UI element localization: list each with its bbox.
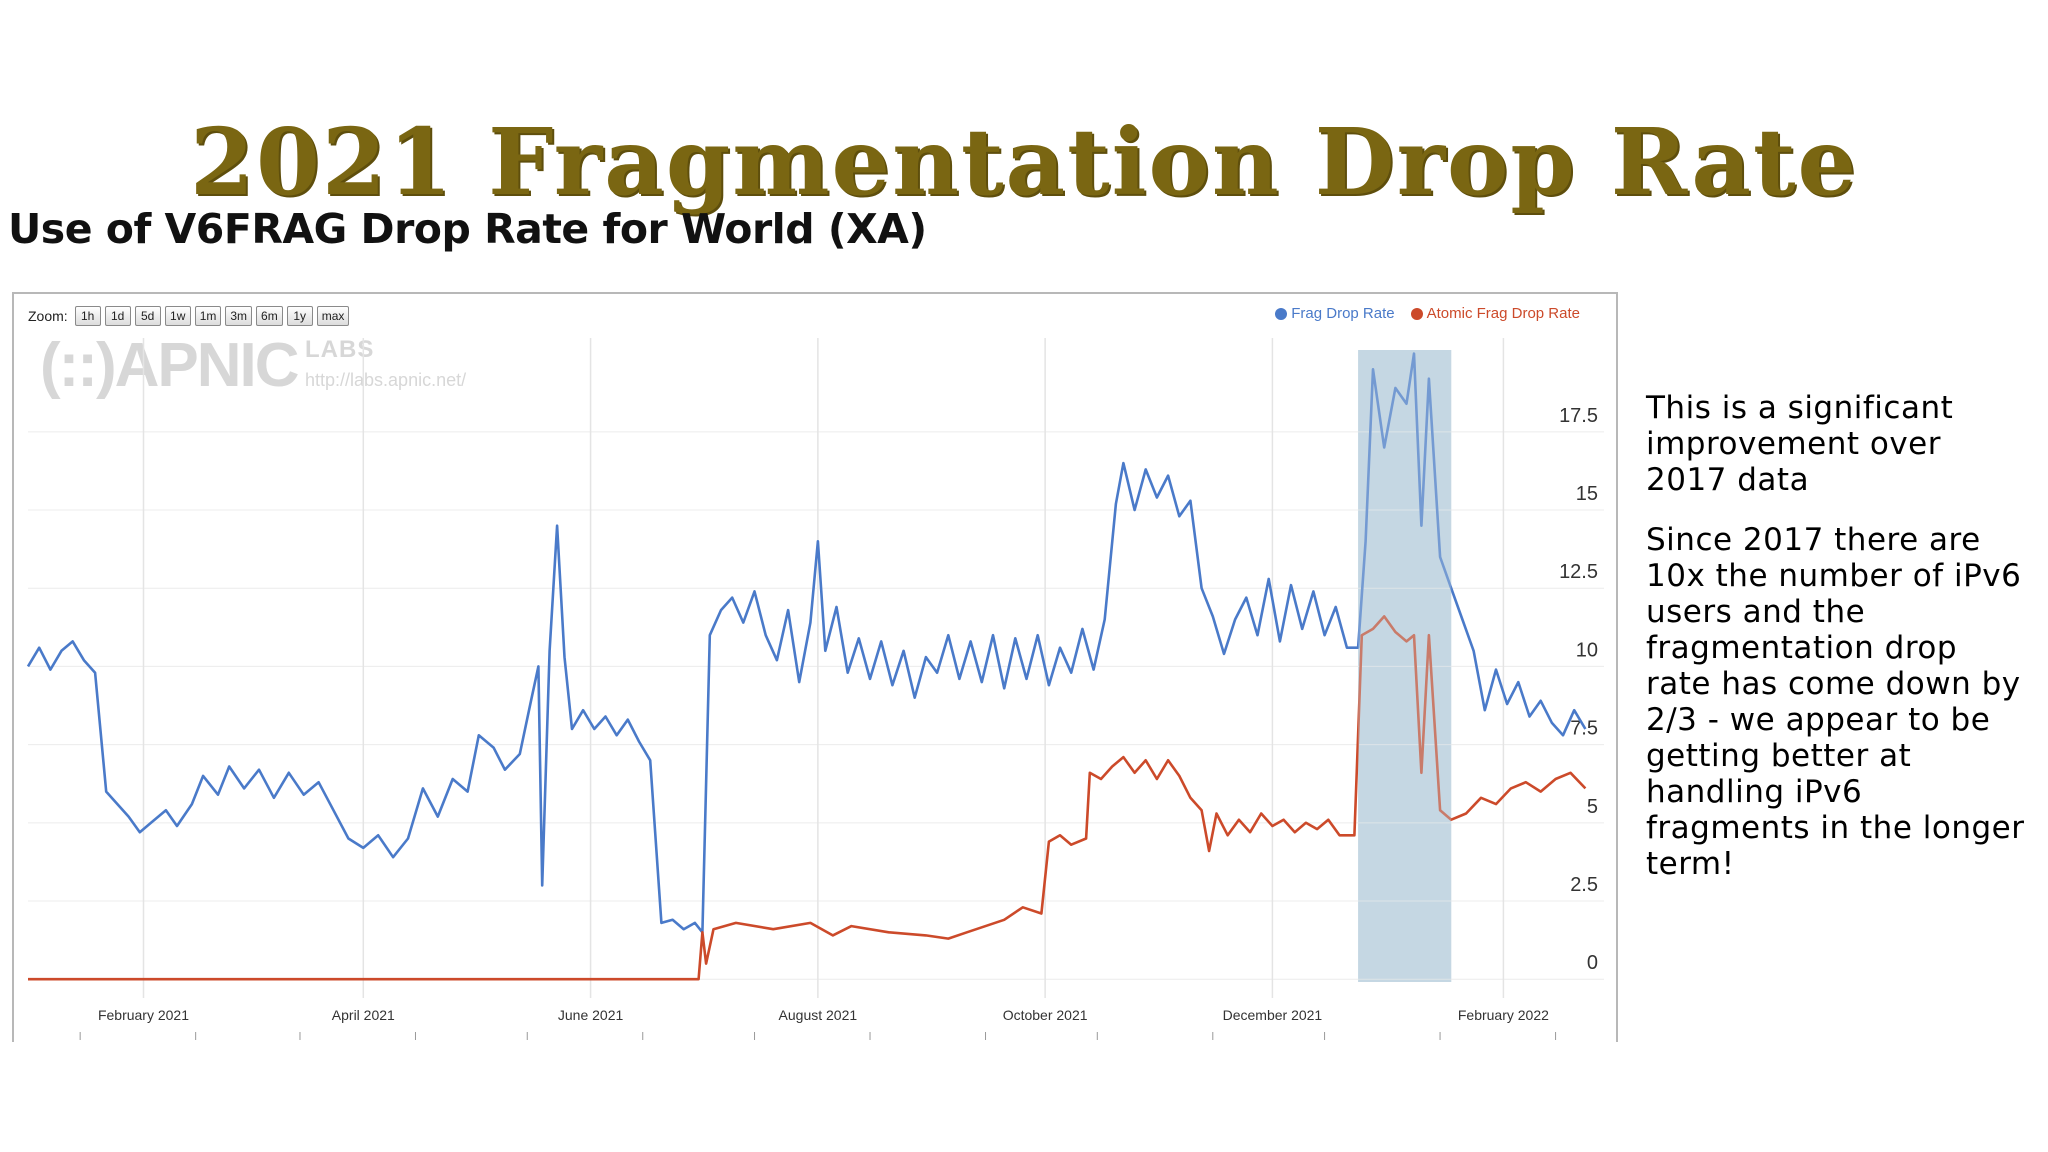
zoom-1h-button[interactable]: 1h	[74, 306, 101, 326]
legend-label: Frag Drop Rate	[1291, 305, 1395, 322]
x-tick-label: August 2021	[779, 1007, 858, 1023]
watermark-labs: LABS	[305, 336, 375, 363]
note-paragraph-2: Since 2017 there are 10x the number of i…	[1646, 522, 2025, 882]
watermark-url: http://labs.apnic.net/	[305, 370, 467, 390]
legend-dot-icon	[1275, 307, 1288, 320]
chart-legend: Frag Drop Rate Atomic Frag Drop Rate	[1275, 305, 1580, 322]
y-tick-label: 5	[1587, 796, 1598, 818]
chart-heading: Use of V6FRAG Drop Rate for World (XA)	[8, 205, 927, 253]
chart-frame	[12, 292, 1618, 1042]
zoom-1d-button[interactable]: 1d	[104, 306, 131, 326]
legend-item-frag[interactable]: Frag Drop Rate	[1275, 305, 1395, 322]
x-tick-label: June 2021	[558, 1007, 624, 1023]
y-tick-label: 10	[1576, 639, 1598, 661]
series-line-frag-drop-rate	[26, 352, 1587, 934]
zoom-bar: Zoom: 1h 1d 5d 1w 1m 3m 6m 1y max	[28, 306, 350, 326]
x-tick-label: December 2021	[1223, 1007, 1323, 1023]
watermark-logo: (::)APNIC	[40, 331, 299, 400]
zoom-max-button[interactable]: max	[316, 306, 350, 326]
x-tick-label: October 2021	[1003, 1007, 1088, 1023]
y-tick-label: 15	[1576, 483, 1598, 505]
series-line-atomic-frag-drop-rate	[28, 615, 1587, 981]
zoom-5d-button[interactable]: 5d	[134, 306, 161, 326]
zoom-1w-button[interactable]: 1w	[164, 306, 191, 326]
y-tick-label: 17.5	[1559, 405, 1598, 427]
legend-label: Atomic Frag Drop Rate	[1426, 305, 1580, 322]
legend-dot-icon	[1410, 307, 1423, 320]
highlight-overlay	[1358, 350, 1452, 982]
x-tick-label: February 2021	[98, 1007, 189, 1023]
note-paragraph-1: This is a significant improvement over 2…	[1646, 390, 1954, 498]
side-note: This is a significant improvement over 2…	[1646, 390, 2026, 906]
zoom-6m-button[interactable]: 6m	[256, 306, 283, 326]
legend-item-atomic[interactable]: Atomic Frag Drop Rate	[1410, 305, 1580, 322]
x-tick-label: April 2021	[332, 1007, 395, 1023]
slide-title: 2021 Fragmentation Drop Rate	[190, 108, 1858, 216]
zoom-1m-button[interactable]: 1m	[194, 306, 222, 326]
y-tick-label: 2.5	[1570, 874, 1598, 896]
y-tick-label: 12.5	[1559, 561, 1598, 583]
x-tick-label: February 2022	[1458, 1007, 1549, 1023]
zoom-3m-button[interactable]: 3m	[225, 306, 253, 326]
apnic-watermark: (::)APNIC LABS http://labs.apnic.net/	[40, 330, 466, 401]
zoom-label: Zoom:	[28, 308, 68, 324]
y-tick-label: 0	[1587, 952, 1598, 974]
zoom-1y-button[interactable]: 1y	[286, 306, 313, 326]
